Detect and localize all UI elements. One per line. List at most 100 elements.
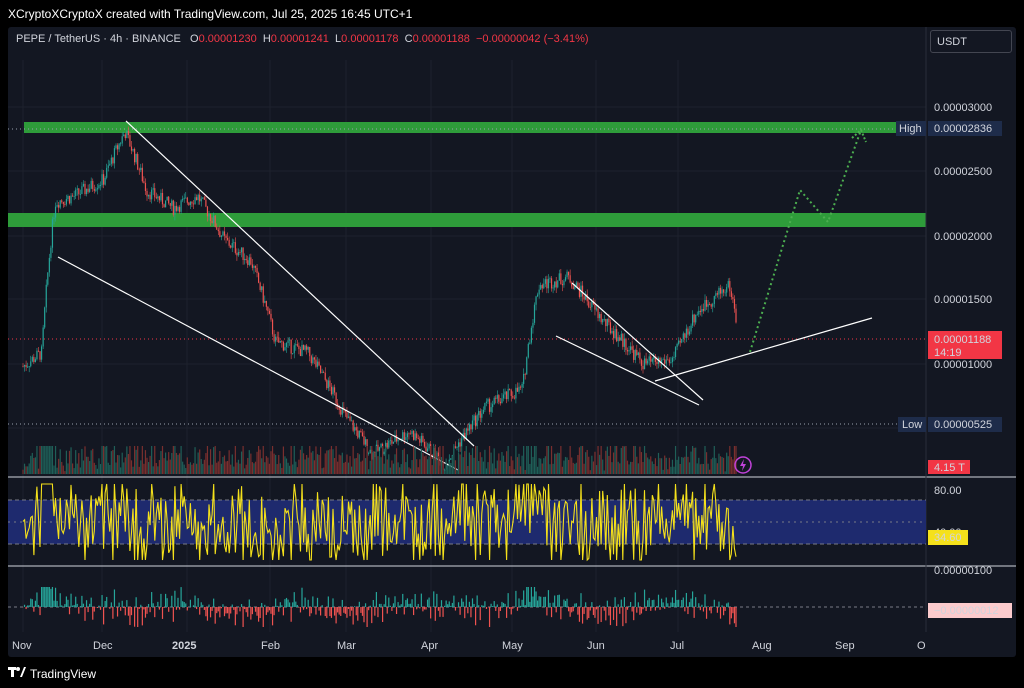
currency-button[interactable]: USDT xyxy=(930,30,1012,53)
volume-bar xyxy=(281,467,283,474)
time-axis[interactable]: Nov Dec 2025 Feb Mar Apr May Jun Jul Aug… xyxy=(12,640,926,652)
candle-body xyxy=(361,432,364,437)
volume-bar xyxy=(507,446,509,474)
macd-bar xyxy=(523,590,525,607)
macd-bar xyxy=(81,595,83,607)
candle-body xyxy=(526,357,528,375)
macd-bar xyxy=(34,600,36,607)
macd-bar xyxy=(251,607,253,615)
macd-bar xyxy=(640,607,643,614)
candle-body xyxy=(411,431,413,434)
candle-body xyxy=(544,279,546,284)
volume-bar xyxy=(285,458,288,474)
lightning-icon[interactable] xyxy=(734,456,752,474)
macd-bar xyxy=(254,607,257,612)
rsi-axis[interactable]: 80.00 40.00 34.60 xyxy=(928,485,968,545)
candle-body xyxy=(58,205,60,208)
candle-body xyxy=(262,286,264,303)
volume-bar xyxy=(318,454,320,474)
candle-body xyxy=(205,199,207,207)
candle-body xyxy=(392,441,395,444)
candle-body xyxy=(278,337,280,343)
candle-body xyxy=(87,188,89,192)
macd-bar xyxy=(515,590,517,607)
volume-bar xyxy=(95,465,97,474)
macd-bar xyxy=(147,604,150,607)
candle-body xyxy=(172,200,174,215)
resistance-zone-lower[interactable] xyxy=(8,213,926,227)
low-value: 0.00000525 xyxy=(934,419,992,431)
macd-bar xyxy=(450,605,452,607)
macd-bar xyxy=(279,602,281,607)
volume-bar xyxy=(298,459,300,474)
rsi-value-badge-bg xyxy=(928,530,968,545)
volume-bar xyxy=(312,451,314,474)
macd-bar xyxy=(637,602,639,607)
volume-bar xyxy=(574,463,576,474)
macd-bar xyxy=(484,601,486,607)
symbol-legend[interactable]: PEPE / TetherUS · 4h · BINANCE O0.000012… xyxy=(16,33,589,45)
volume-bar xyxy=(186,457,188,474)
volume-bar xyxy=(406,454,408,474)
macd-bar xyxy=(647,600,649,607)
candle-body xyxy=(33,357,35,363)
macd-bar xyxy=(357,607,359,621)
volume-bar xyxy=(44,446,46,474)
tradingview-logo[interactable]: TradingView xyxy=(8,666,96,681)
symbol-title[interactable]: PEPE / TetherUS · 4h · BINANCE xyxy=(16,33,181,45)
price-axis[interactable]: 0.00003000 0.00002500 0.00002000 0.00001… xyxy=(896,102,1002,474)
resistance-zone-upper[interactable] xyxy=(24,122,926,133)
trendlines[interactable] xyxy=(57,120,873,471)
volume-bar xyxy=(402,449,404,474)
volume-bar xyxy=(101,446,103,474)
volume-bar xyxy=(428,456,430,474)
macd-bar xyxy=(403,607,405,615)
candle-body xyxy=(134,148,136,163)
candle-body xyxy=(648,356,650,361)
volume-bar xyxy=(533,446,536,474)
candle-body xyxy=(492,404,494,408)
candle-body xyxy=(118,143,120,150)
candle-body xyxy=(383,451,385,455)
time-tick-may: May xyxy=(502,640,523,652)
volume-bar xyxy=(661,458,663,474)
candle-body xyxy=(588,301,590,308)
candle-body xyxy=(702,309,705,311)
volume-bar xyxy=(265,456,267,474)
macd-bar xyxy=(196,607,198,610)
candle-body xyxy=(733,298,736,309)
volume-bar xyxy=(468,452,470,474)
candle-body xyxy=(594,304,596,310)
candle-body xyxy=(324,372,326,380)
volume-bar xyxy=(558,453,560,474)
projection-path[interactable] xyxy=(749,129,862,353)
candle-body xyxy=(622,333,624,347)
macd-bar xyxy=(724,607,726,611)
candle-body xyxy=(369,449,371,454)
macd-axis[interactable]: 0.00000100 −0.00000012 xyxy=(928,565,1012,618)
macd-bar xyxy=(177,597,179,607)
candle-body xyxy=(647,360,649,364)
volume-bar xyxy=(163,458,165,474)
volume-histogram xyxy=(22,446,737,474)
time-tick-2025: 2025 xyxy=(172,640,196,652)
macd-bar xyxy=(653,599,655,607)
macd-bar xyxy=(619,607,621,614)
volume-bar xyxy=(633,446,635,474)
volume-bar xyxy=(104,446,106,474)
candle-body xyxy=(216,226,218,230)
candle-body xyxy=(504,391,506,395)
candle-body xyxy=(603,319,605,320)
volume-bar xyxy=(364,458,367,474)
price-tick-5: 0.00001000 xyxy=(934,359,992,371)
candle-body xyxy=(298,345,300,350)
volume-bar xyxy=(135,449,137,474)
macd-bar xyxy=(509,607,511,609)
candle-body xyxy=(389,440,391,442)
candle-body xyxy=(465,428,467,440)
macd-bar xyxy=(50,588,52,607)
volume-bar xyxy=(166,460,168,474)
macd-bar xyxy=(341,599,343,607)
volume-bar xyxy=(392,463,395,474)
